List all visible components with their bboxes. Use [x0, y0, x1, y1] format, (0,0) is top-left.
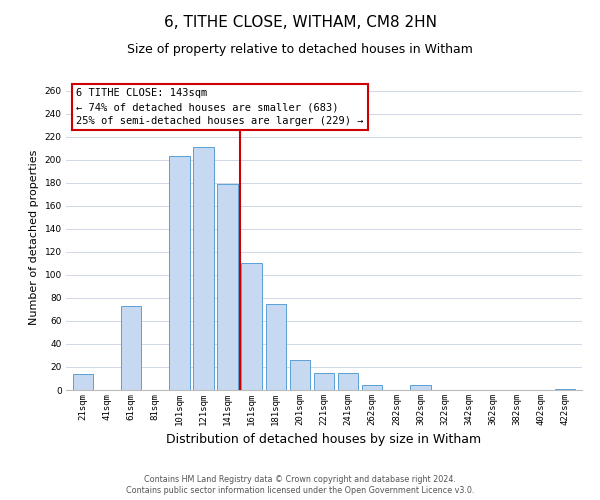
- Bar: [266, 304, 286, 390]
- Bar: [121, 306, 142, 390]
- Bar: [555, 389, 575, 390]
- Bar: [290, 360, 310, 390]
- Text: Contains HM Land Registry data © Crown copyright and database right 2024.: Contains HM Land Registry data © Crown c…: [144, 475, 456, 484]
- Bar: [193, 147, 214, 390]
- Bar: [410, 386, 431, 390]
- Bar: [73, 374, 93, 390]
- X-axis label: Distribution of detached houses by size in Witham: Distribution of detached houses by size …: [166, 434, 482, 446]
- Y-axis label: Number of detached properties: Number of detached properties: [29, 150, 39, 325]
- Bar: [217, 184, 238, 390]
- Bar: [169, 156, 190, 390]
- Bar: [338, 372, 358, 390]
- Text: 6 TITHE CLOSE: 143sqm
← 74% of detached houses are smaller (683)
25% of semi-det: 6 TITHE CLOSE: 143sqm ← 74% of detached …: [76, 88, 364, 126]
- Bar: [314, 372, 334, 390]
- Text: 6, TITHE CLOSE, WITHAM, CM8 2HN: 6, TITHE CLOSE, WITHAM, CM8 2HN: [163, 15, 437, 30]
- Text: Contains public sector information licensed under the Open Government Licence v3: Contains public sector information licen…: [126, 486, 474, 495]
- Text: Size of property relative to detached houses in Witham: Size of property relative to detached ho…: [127, 42, 473, 56]
- Bar: [241, 264, 262, 390]
- Bar: [362, 386, 382, 390]
